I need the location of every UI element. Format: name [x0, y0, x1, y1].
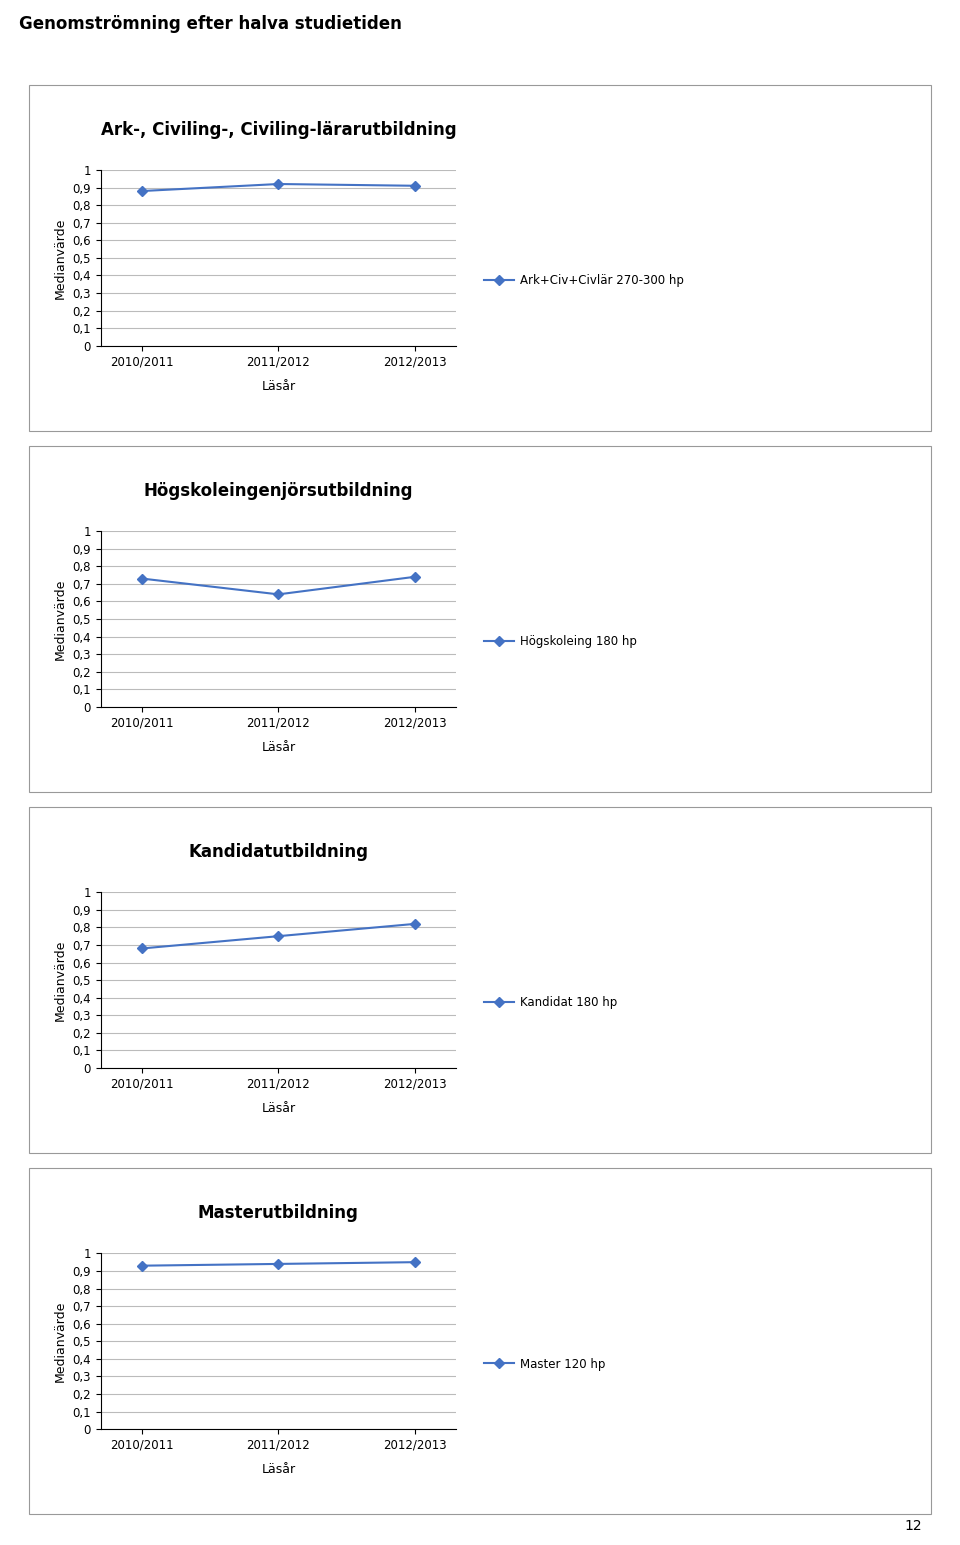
X-axis label: Läsår: Läsår	[261, 1463, 296, 1475]
Text: Genomströmning efter halva studietiden: Genomströmning efter halva studietiden	[19, 15, 402, 34]
Line: Master 120 hp: Master 120 hp	[138, 1259, 419, 1268]
Y-axis label: Medianvärde: Medianvärde	[54, 218, 67, 298]
Y-axis label: Medianvärde: Medianvärde	[54, 578, 67, 660]
Ark+Civ+Civlär 270-300 hp	[136, 182, 148, 201]
Master 120 hp	[409, 1253, 420, 1272]
X-axis label: Läsår: Läsår	[261, 1102, 296, 1115]
Line: Ark+Civ+Civlär 270-300 hp: Ark+Civ+Civlär 270-300 hp	[138, 181, 419, 195]
Kandidat 180 hp	[409, 915, 420, 933]
Line: Kandidat 180 hp: Kandidat 180 hp	[138, 921, 419, 952]
Högskoleing 180 hp	[136, 569, 148, 587]
Text: Ark-, Civiling-, Civiling-lärarutbildning: Ark-, Civiling-, Civiling-lärarutbildnin…	[101, 121, 456, 139]
Y-axis label: Medianvärde: Medianvärde	[54, 1301, 67, 1381]
Text: 12: 12	[904, 1519, 922, 1533]
Ark+Civ+Civlär 270-300 hp	[273, 175, 284, 193]
Master 120 hp	[136, 1256, 148, 1275]
X-axis label: Läsår: Läsår	[261, 380, 296, 392]
Kandidat 180 hp	[273, 927, 284, 946]
Master 120 hp	[273, 1255, 284, 1273]
Legend: Master 120 hp: Master 120 hp	[480, 1353, 610, 1375]
Text: Masterutbildning: Masterutbildning	[198, 1205, 359, 1222]
Högskoleing 180 hp	[273, 586, 284, 604]
Line: Högskoleing 180 hp: Högskoleing 180 hp	[138, 573, 419, 598]
X-axis label: Läsår: Läsår	[261, 740, 296, 754]
Ark+Civ+Civlär 270-300 hp	[409, 176, 420, 195]
Text: Kandidatutbildning: Kandidatutbildning	[188, 844, 369, 861]
Kandidat 180 hp	[136, 939, 148, 958]
Text: Högskoleingenjörsutbildning: Högskoleingenjörsutbildning	[144, 482, 413, 501]
Y-axis label: Medianvärde: Medianvärde	[54, 939, 67, 1021]
Legend: Kandidat 180 hp: Kandidat 180 hp	[480, 992, 622, 1014]
Legend: Högskoleing 180 hp: Högskoleing 180 hp	[480, 630, 641, 654]
Legend: Ark+Civ+Civlär 270-300 hp: Ark+Civ+Civlär 270-300 hp	[480, 269, 688, 292]
Högskoleing 180 hp	[409, 567, 420, 586]
